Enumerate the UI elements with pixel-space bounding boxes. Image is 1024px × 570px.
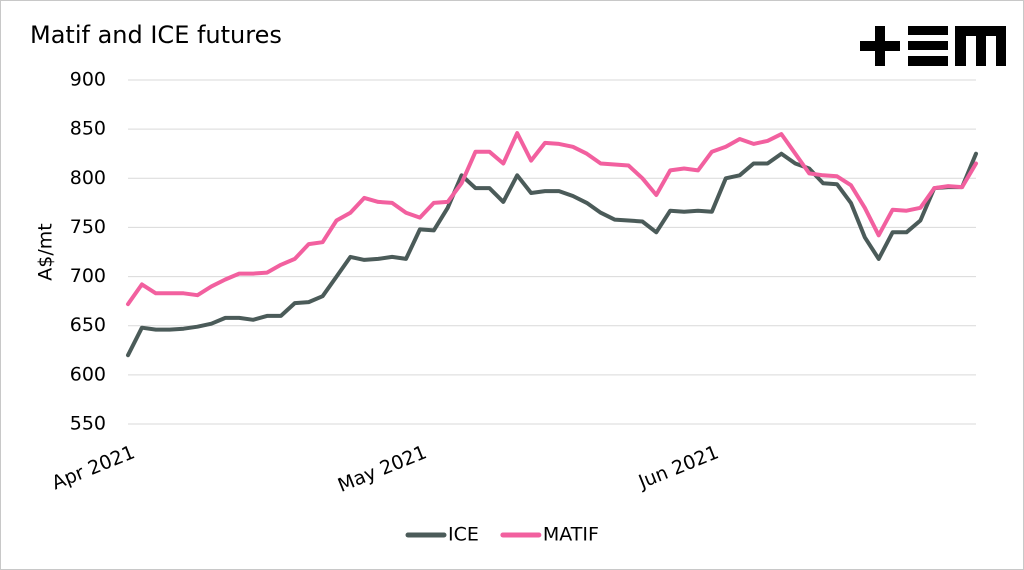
- y-axis-label: A$/mt: [35, 223, 57, 280]
- y-tick-label: 650: [70, 314, 106, 336]
- line-series: [126, 131, 978, 307]
- chart-title: Matif and ICE futures: [30, 21, 282, 49]
- y-tick-label: 600: [70, 363, 106, 385]
- legend-label: ICE: [448, 524, 479, 546]
- line-series: [126, 151, 978, 358]
- y-tick-label: 800: [70, 167, 106, 189]
- legend-label: MATIF: [543, 524, 599, 546]
- y-tick-label: 850: [70, 118, 106, 140]
- y-tick-label: 700: [70, 265, 106, 287]
- y-tick-label: 750: [70, 216, 106, 238]
- logo: [860, 26, 1006, 66]
- y-tick-label: 550: [70, 413, 106, 435]
- y-tick-label: 900: [70, 69, 106, 91]
